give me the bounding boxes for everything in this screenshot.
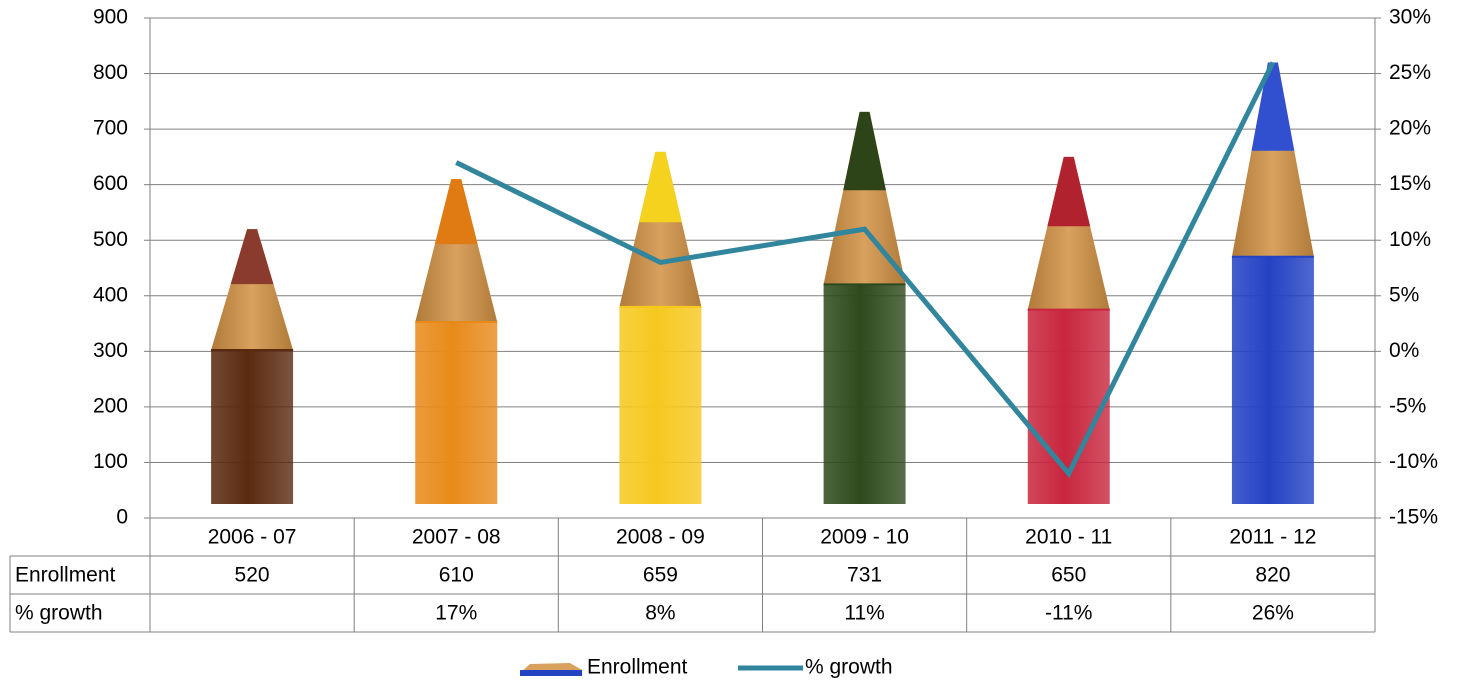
y-right-tick-label: 20% [1389, 117, 1431, 140]
y-right-tick-label: 25% [1389, 61, 1431, 84]
legend-swatch-enrollment [520, 670, 582, 676]
bar-enrollment [211, 229, 293, 504]
y-right-tick-label: 10% [1389, 228, 1431, 251]
table-cell-enrollment: 659 [643, 564, 678, 587]
bar-enrollment [415, 179, 497, 504]
pencil-body [211, 350, 293, 504]
y-right-tick-label: -5% [1389, 394, 1426, 417]
table-cell-enrollment: 650 [1051, 564, 1086, 587]
table-cell-growth: 8% [645, 602, 675, 625]
y-right-tick-label: 15% [1389, 172, 1431, 195]
y-left-tick-label: 500 [93, 228, 128, 251]
table-cell-growth: 26% [1252, 602, 1294, 625]
table-cell-enrollment: 820 [1255, 564, 1290, 587]
x-tick-label: 2010 - 11 [1025, 526, 1112, 549]
pencil-tip [843, 112, 886, 190]
y-right-tick-label: 30% [1389, 6, 1431, 29]
y-right-tick-label: 5% [1389, 283, 1419, 306]
y-left-tick-label: 300 [93, 339, 128, 362]
pencil-body [415, 322, 497, 504]
y-left-tick-label: 900 [93, 6, 128, 29]
pencil-tip [639, 152, 682, 222]
table-cell-growth: 17% [435, 602, 477, 625]
table-cell-enrollment: 731 [847, 564, 882, 587]
pencil-tip [1252, 62, 1295, 150]
y-left-tick-label: 600 [93, 172, 128, 195]
pencil-tip [1047, 157, 1090, 226]
pencil-tip [231, 229, 274, 284]
bar-enrollment [824, 112, 906, 504]
pencil-tip [435, 179, 478, 244]
bar-enrollment [1028, 157, 1110, 504]
pencil-body [824, 284, 906, 504]
pencil-body [1232, 257, 1314, 504]
y-left-tick-label: 700 [93, 117, 128, 140]
pencil-body [619, 307, 701, 504]
y-left-tick-label: 0 [116, 506, 128, 529]
table-cell-growth: -11% [1045, 602, 1092, 625]
table-cell-growth: 11% [844, 602, 884, 625]
table-row-label: Enrollment [15, 564, 116, 587]
table-row-label: % growth [15, 602, 103, 625]
x-tick-label: 2006 - 07 [208, 526, 297, 549]
table-cell-enrollment: 520 [235, 564, 270, 587]
legend-label-growth: % growth [805, 656, 893, 679]
y-left-tick-label: 400 [93, 283, 128, 306]
x-tick-label: 2009 - 10 [820, 526, 909, 549]
y-right-tick-label: 0% [1389, 339, 1419, 362]
gridlines [150, 18, 1375, 462]
x-tick-label: 2007 - 08 [412, 526, 501, 549]
table-cell-enrollment: 610 [439, 564, 474, 587]
x-tick-label: 2011 - 12 [1229, 526, 1316, 549]
y-right-tick-label: -15% [1389, 506, 1438, 529]
bar-enrollment [619, 152, 701, 504]
y-left-tick-label: 100 [93, 450, 128, 473]
y-right-tick-label: -10% [1389, 450, 1438, 473]
y-left-tick-label: 800 [93, 61, 128, 84]
y-left-tick-label: 200 [93, 394, 128, 417]
legend-label-enrollment: Enrollment [587, 656, 688, 679]
x-tick-label: 2008 - 09 [616, 526, 705, 549]
